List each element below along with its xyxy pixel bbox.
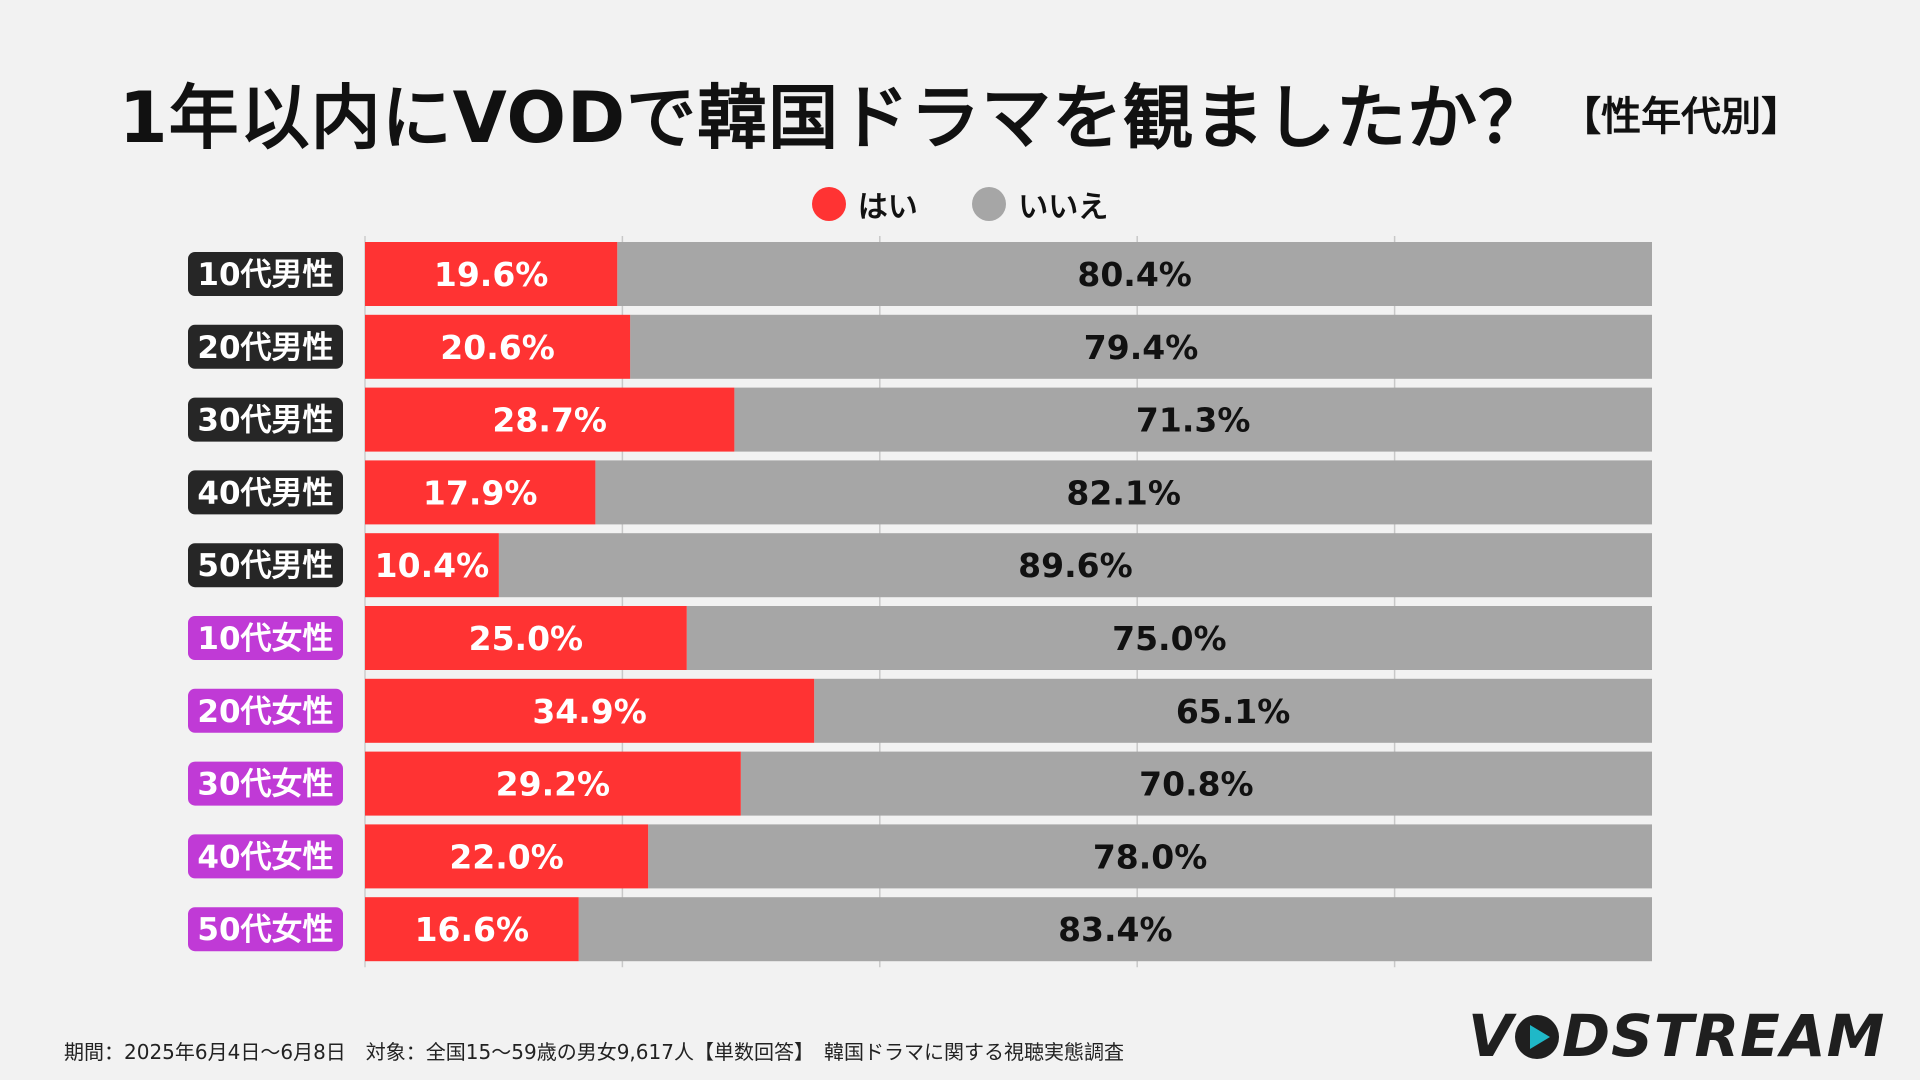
bar-yes — [365, 678, 815, 743]
data-label-no: 75.0% — [1112, 619, 1227, 658]
footer-note: 期間：2025年6月4日～6月8日 対象：全国15～59歳の男女9,617人【単… — [64, 1040, 1124, 1064]
data-label-yes: 34.9% — [532, 692, 647, 731]
logo-text-rest: DSTREAM — [1562, 1002, 1886, 1070]
category-label-bg — [188, 470, 343, 515]
bar-yes — [365, 460, 596, 525]
data-label-no: 78.0% — [1093, 837, 1208, 876]
category-label-bg — [188, 834, 343, 879]
title-sub: 【性年代別】 — [1561, 93, 1802, 140]
bar-yes — [365, 824, 649, 889]
category-label-bg — [188, 616, 343, 660]
bar-no — [648, 824, 1652, 889]
vodstream-logo: V DSTREAM — [1468, 1006, 1894, 1066]
category-label: 20代男性 — [197, 330, 333, 366]
data-label-yes: 22.0% — [449, 837, 564, 876]
category-label-bg — [188, 324, 343, 369]
category-label: 50代女性 — [197, 912, 333, 948]
legend-label-yes: はい — [857, 190, 918, 225]
legend-dot-no — [972, 187, 1007, 221]
legend-label-no: いいえ — [1018, 190, 1109, 225]
category-label: 10代男性 — [197, 257, 333, 293]
category-label-bg — [188, 397, 343, 442]
data-label-yes: 19.6% — [434, 255, 549, 294]
bar-no — [686, 606, 1652, 670]
category-label: 10代女性 — [197, 621, 333, 657]
category-label: 30代女性 — [197, 767, 333, 803]
bar-no — [734, 387, 1652, 452]
play-icon — [1515, 1015, 1559, 1059]
category-label: 40代女性 — [197, 839, 333, 875]
category-label-bg — [188, 252, 343, 296]
title-main: 1年以内にVODで韓国ドラマを観ましたか？ — [118, 77, 1550, 159]
bar-yes — [365, 751, 741, 816]
bar-no — [578, 897, 1652, 962]
bar-no — [595, 460, 1652, 525]
data-label-yes: 28.7% — [492, 401, 607, 440]
bar-no — [630, 314, 1652, 379]
legend-item-no: いいえ — [972, 182, 1108, 226]
category-label: 30代男性 — [197, 403, 333, 439]
bar-yes — [365, 897, 579, 962]
legend: はい いいえ — [0, 182, 1920, 229]
data-label-yes: 10.4% — [375, 546, 490, 585]
data-label-no: 80.4% — [1077, 255, 1192, 294]
data-label-yes: 17.9% — [423, 473, 538, 512]
data-label-yes: 25.0% — [469, 619, 584, 658]
data-label-no: 82.1% — [1066, 473, 1181, 512]
bar-no — [740, 751, 1652, 816]
category-label-bg — [188, 761, 343, 806]
chart-title: 1年以内にVODで韓国ドラマを観ましたか？ 【性年代別】 — [0, 62, 1920, 163]
bar-yes — [365, 387, 735, 452]
category-label-bg — [188, 688, 343, 733]
data-label-no: 89.6% — [1018, 546, 1133, 585]
bar-yes — [365, 606, 687, 670]
bar-no — [617, 242, 1653, 306]
category-label: 50代男性 — [197, 548, 333, 584]
data-label-no: 71.3% — [1136, 401, 1251, 440]
category-label-bg — [188, 907, 343, 952]
data-label-no: 70.8% — [1139, 765, 1254, 804]
category-label: 20代女性 — [197, 694, 333, 730]
bar-no — [814, 678, 1652, 743]
category-label: 40代男性 — [197, 475, 333, 511]
bar-yes — [365, 533, 499, 598]
bar-yes — [365, 314, 631, 379]
bar-no — [498, 533, 1652, 598]
legend-dot-yes — [811, 187, 846, 221]
data-label-yes: 16.6% — [415, 910, 530, 949]
data-label-no: 65.1% — [1176, 692, 1291, 731]
bar-yes — [365, 242, 618, 306]
data-label-yes: 20.6% — [440, 328, 555, 367]
category-label-bg — [188, 543, 343, 588]
data-label-no: 83.4% — [1058, 910, 1173, 949]
data-label-yes: 29.2% — [496, 765, 611, 804]
data-label-no: 79.4% — [1084, 328, 1199, 367]
legend-item-yes: はい — [811, 182, 918, 226]
logo-text-v: V — [1468, 1002, 1514, 1070]
